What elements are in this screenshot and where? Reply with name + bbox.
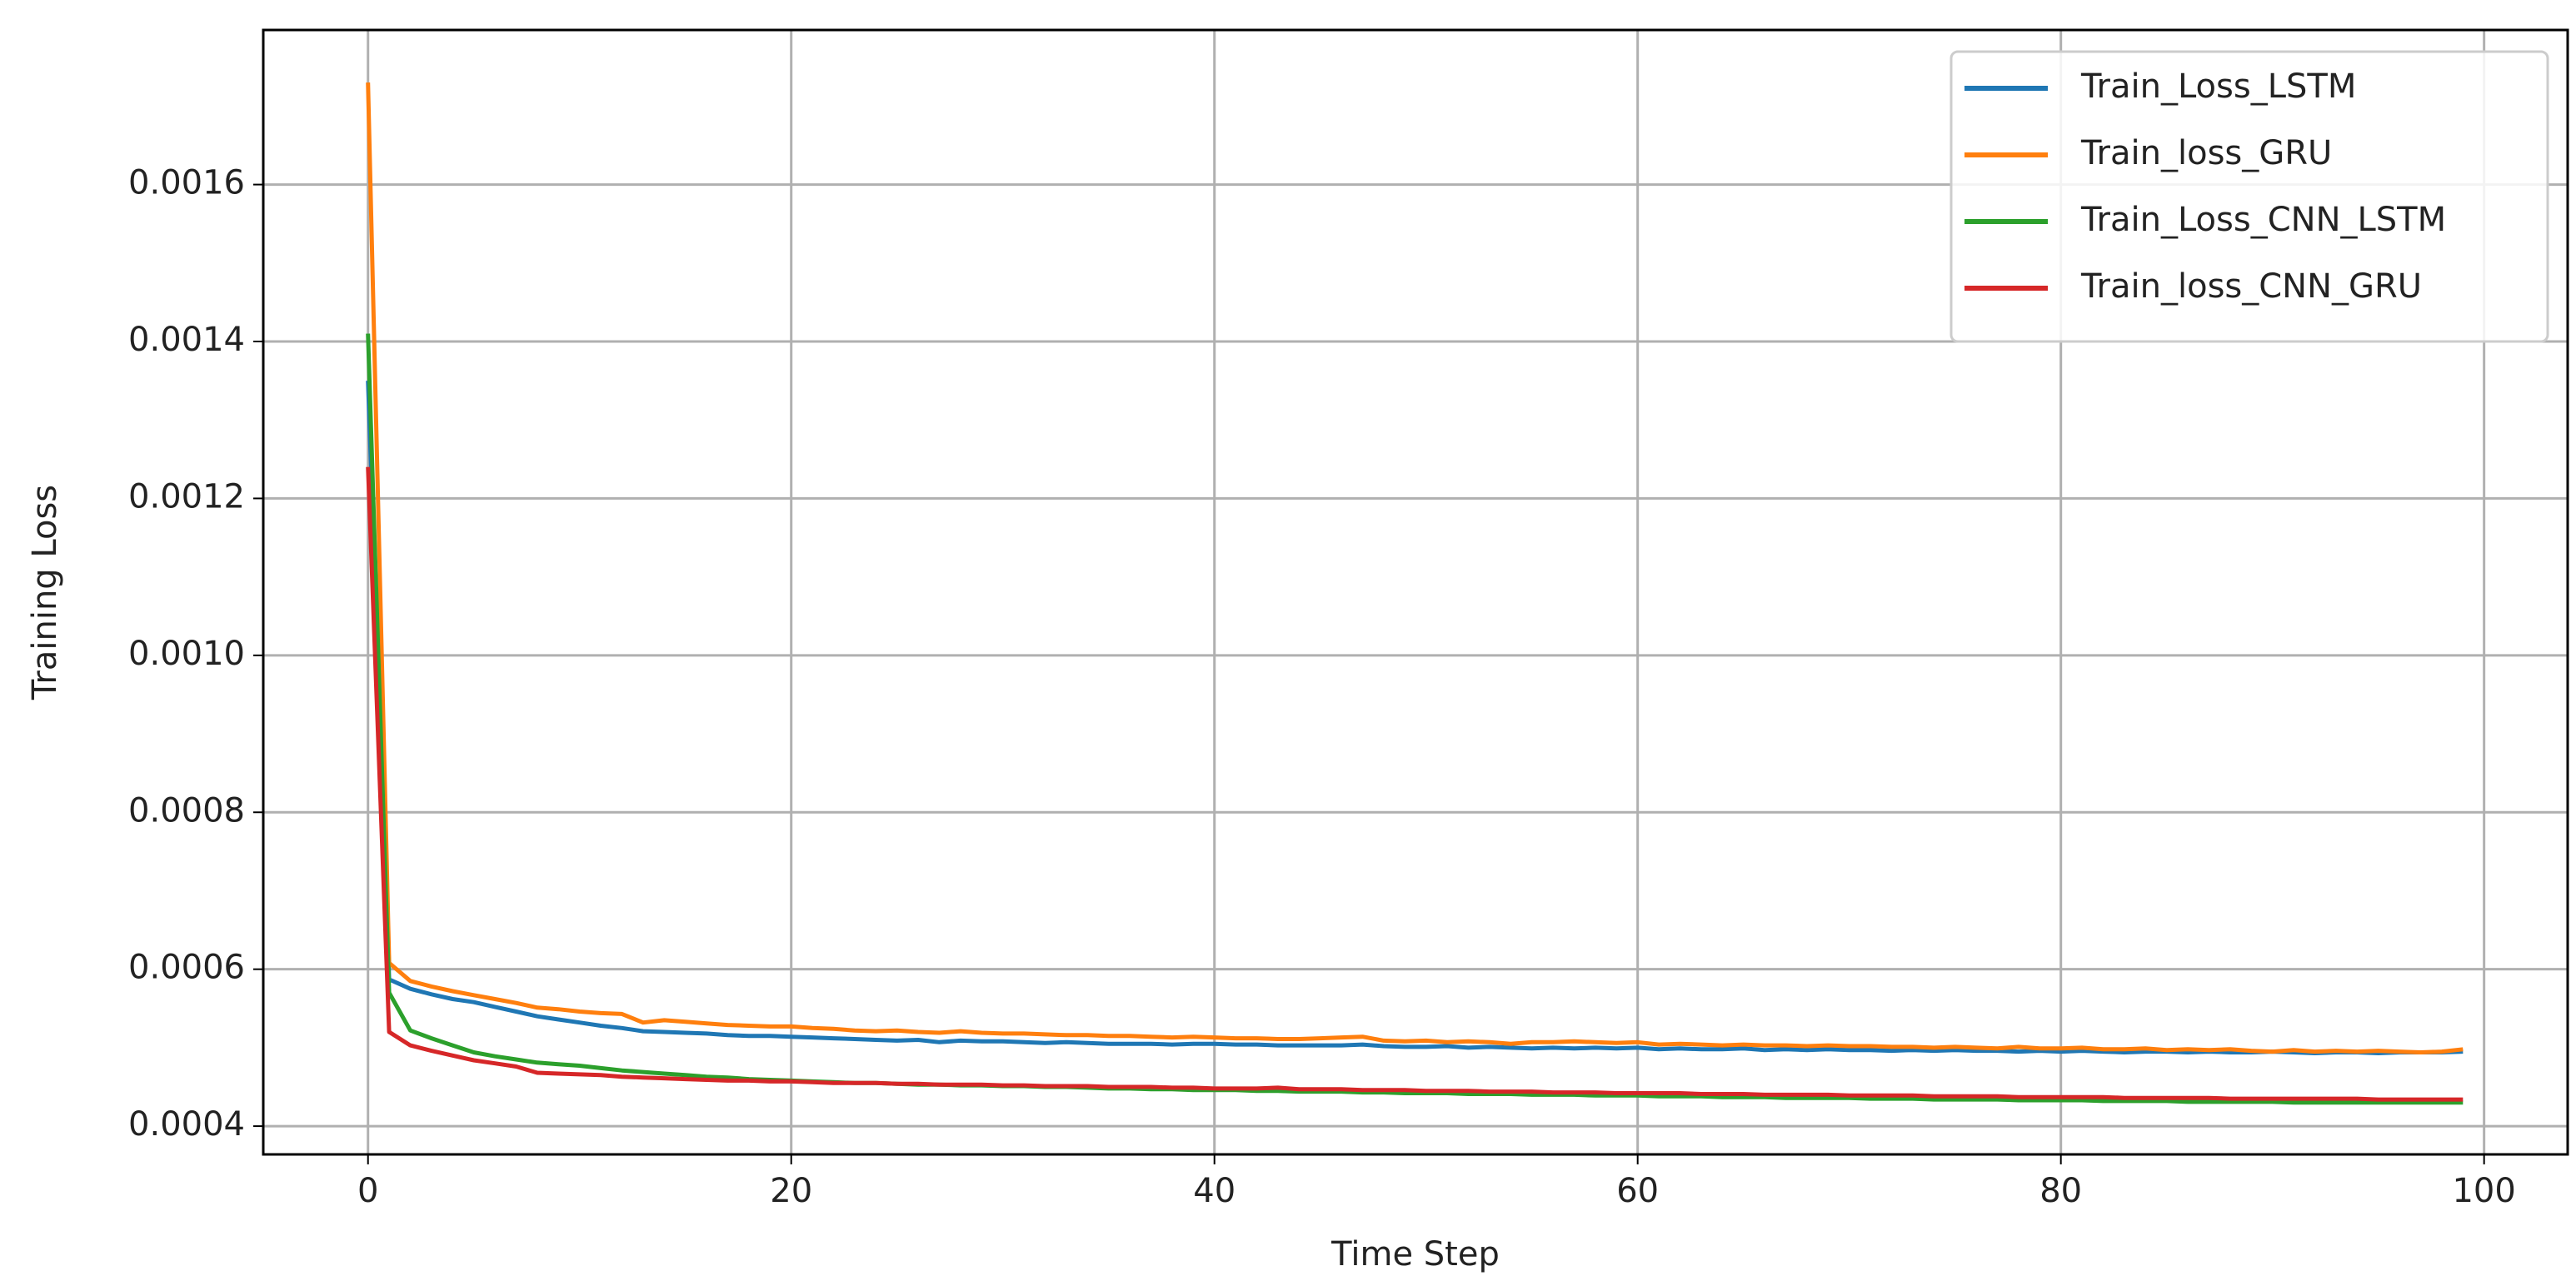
legend-label: Train_loss_CNN_GRU	[2080, 267, 2422, 306]
legend-box	[1949, 50, 2549, 343]
y-tick-label: 0.0016	[128, 164, 245, 202]
y-tick-label: 0.0008	[128, 791, 245, 830]
legend-label: Train_loss_GRU	[2080, 134, 2332, 172]
x-tick-label: 0	[357, 1172, 378, 1210]
y-tick-label: 0.0004	[128, 1105, 245, 1144]
x-tick-label: 60	[1616, 1172, 1659, 1210]
series-line	[366, 466, 2464, 1102]
y-tick-label: 0.0010	[128, 635, 245, 673]
x-tick-label: 80	[2039, 1172, 2082, 1210]
y-tick-label: 0.0006	[128, 949, 245, 987]
legend-label: Train_Loss_LSTM	[2080, 67, 2356, 106]
y-tick-label: 0.0012	[128, 477, 245, 516]
x-tick-label: 20	[770, 1172, 812, 1210]
y-axis-label: Training Loss	[26, 485, 64, 700]
x-tick-label: 100	[2452, 1172, 2515, 1210]
series-line	[366, 381, 2464, 1055]
series-line	[366, 82, 2464, 1054]
x-tick-label: 40	[1193, 1172, 1236, 1210]
y-tick-label: 0.0014	[128, 321, 245, 359]
plot-frame	[262, 28, 2569, 1156]
x-axis-label: Time Step	[1330, 1235, 1500, 1274]
legend-label: Train_Loss_CNN_LSTM	[2080, 201, 2446, 239]
series-line	[366, 333, 2464, 1105]
